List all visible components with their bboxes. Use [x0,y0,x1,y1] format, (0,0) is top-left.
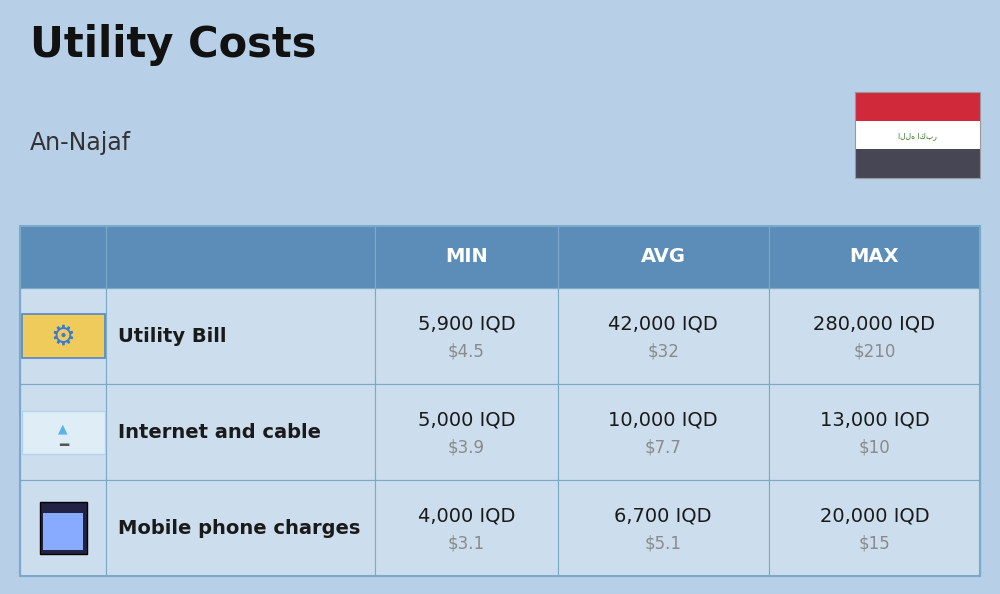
Bar [375,288,558,384]
Bar [558,384,769,480]
Text: MAX: MAX [850,248,899,266]
Text: $4.5: $4.5 [448,343,485,361]
Text: 280,000 IQD: 280,000 IQD [813,314,935,333]
Text: Utility Costs: Utility Costs [30,24,316,66]
Bar [43,513,83,550]
Text: $3.1: $3.1 [448,535,485,552]
Text: $210: $210 [853,343,896,361]
Text: ━: ━ [59,438,68,453]
Text: $7.7: $7.7 [645,438,682,457]
Bar [106,384,375,480]
Text: $5.1: $5.1 [645,535,682,552]
Bar [20,288,106,384]
Text: 20,000 IQD: 20,000 IQD [820,506,929,525]
Bar [769,288,980,384]
Text: الله اكبر: الله اكبر [898,131,937,140]
Bar [558,480,769,576]
Text: 13,000 IQD: 13,000 IQD [820,410,929,429]
Text: 6,700 IQD: 6,700 IQD [614,506,712,525]
Bar [855,150,980,178]
Text: 42,000 IQD: 42,000 IQD [608,314,718,333]
Bar [106,288,375,384]
Bar [855,92,980,178]
Bar [20,384,106,480]
Text: AVG: AVG [641,248,686,266]
Bar [40,502,87,554]
Bar [106,226,375,288]
Text: An-Najaf: An-Najaf [30,131,131,154]
Bar [375,384,558,480]
Bar [20,226,980,576]
Bar [855,121,980,150]
Text: $10: $10 [859,438,890,457]
Bar [22,410,105,454]
Bar [769,226,980,288]
Text: MIN: MIN [445,248,488,266]
Text: Mobile phone charges: Mobile phone charges [118,519,361,538]
Text: Utility Bill: Utility Bill [118,327,227,346]
Bar [20,226,106,288]
Bar [106,480,375,576]
Text: 5,000 IQD: 5,000 IQD [418,410,515,429]
Bar [375,226,558,288]
Bar [769,384,980,480]
Text: 5,900 IQD: 5,900 IQD [418,314,515,333]
Bar [855,92,980,121]
Text: Internet and cable: Internet and cable [118,423,321,441]
Text: $3.9: $3.9 [448,438,485,457]
Bar [558,226,769,288]
Bar [20,480,106,576]
Text: 10,000 IQD: 10,000 IQD [608,410,718,429]
Text: ▲: ▲ [58,423,68,435]
Text: ⚙: ⚙ [51,322,76,350]
Text: $15: $15 [859,535,890,552]
Text: $32: $32 [647,343,679,361]
Bar [558,288,769,384]
Bar [375,480,558,576]
Bar [769,480,980,576]
Bar [22,314,105,358]
Text: 4,000 IQD: 4,000 IQD [418,506,515,525]
